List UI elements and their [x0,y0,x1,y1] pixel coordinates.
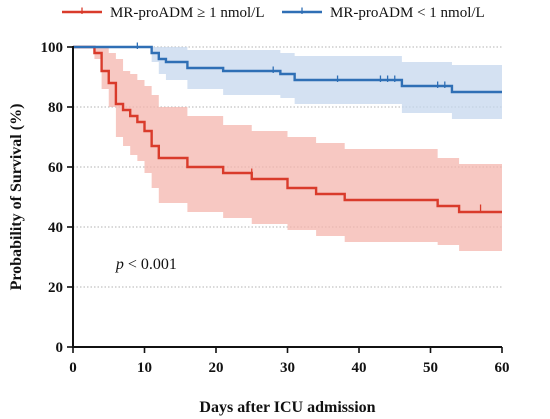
y-tick-label-0: 0 [56,340,64,356]
x-tick-label-50: 50 [423,360,438,376]
x-tick-label-20: 20 [209,360,224,376]
y-tick-label-60: 60 [48,160,63,176]
legend-label-series-2: MR-proADM < 1 nmol/L [330,5,485,21]
legend: MR-proADM ≥ 1 nmol/L MR-proADM < 1 nmol/L [62,5,485,21]
confidence-bands [73,47,502,254]
y-tick-label-80: 80 [48,100,63,116]
x-tick-label-0: 0 [69,360,77,376]
p-value: < 0.001 [124,256,177,273]
censor-marks [136,42,482,211]
survival-curves [73,45,502,214]
survival-curve-series-2 [73,45,502,94]
x-tick-label-30: 30 [280,360,295,376]
x-tick-label-40: 40 [352,360,367,376]
x-tick-label-60: 60 [495,360,510,376]
confidence-band-series-1 [73,47,502,254]
y-tick-label-100: 100 [41,40,64,56]
legend-label-series-1: MR-proADM ≥ 1 nmol/L [110,5,264,21]
p-value-annotation: p < 0.001 [115,256,177,273]
y-tick-label-20: 20 [48,280,63,296]
tick-labels: 0 10 20 30 40 50 60 0 20 40 60 80 100 [41,40,510,376]
y-tick-label-40: 40 [48,220,63,236]
survival-curve-series-1 [73,45,502,214]
confidence-band-series-2 [73,47,502,125]
y-axis-title: Probability of Survival (%) [8,104,25,291]
x-tick-label-10: 10 [137,360,152,376]
p-symbol: p [115,256,124,273]
x-axis-title: Days after ICU admission [199,399,375,416]
